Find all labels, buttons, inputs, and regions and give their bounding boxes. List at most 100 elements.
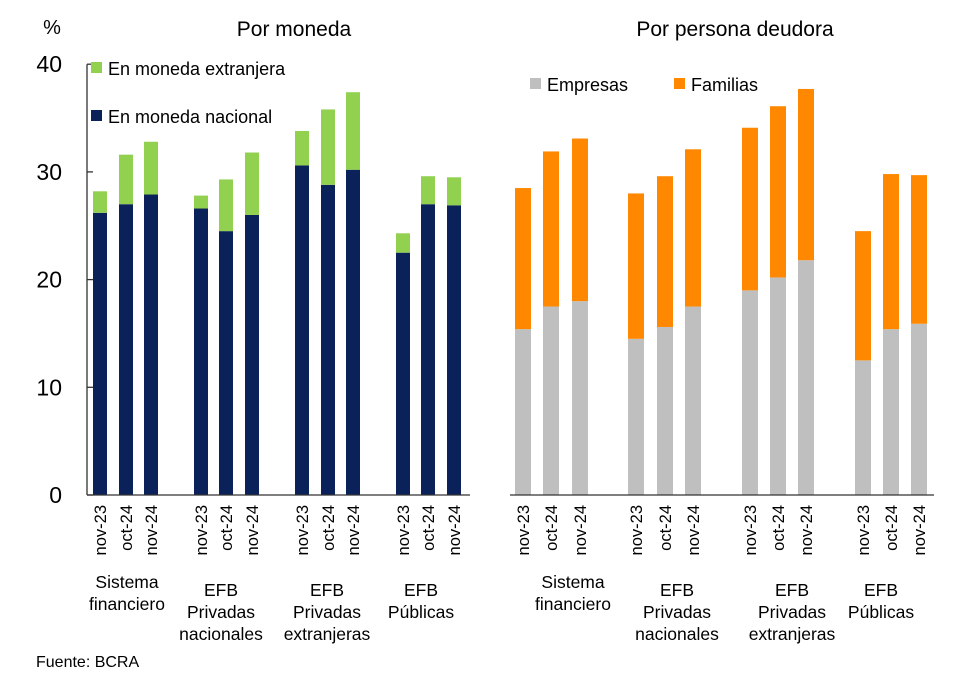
bar-en-moneda-nacional-2-oct-24 [219,231,233,495]
bar-empresas-3-nov-24 [798,260,814,495]
x-tick-label: nov-23 [294,505,312,555]
bar-familias-4-nov-23 [855,231,871,361]
bar-familias-3-oct-24 [770,106,786,278]
x-tick-label: nov-24 [244,505,262,555]
x-tick-label: nov-23 [742,505,760,555]
x-tick-label: oct-24 [118,505,136,551]
left-chart-title: Por moneda [237,18,352,41]
bar-empresas-4-nov-23 [855,360,871,495]
group-label: EFB [660,580,694,600]
bar-familias-3-nov-23 [742,127,758,291]
group-label: Privadas [643,602,711,622]
group-label: Públicas [388,602,454,622]
bar-empresas-4-oct-24 [883,329,899,495]
bar-familias-2-nov-23 [628,193,644,339]
group-label: Públicas [848,602,914,622]
x-tick-label: oct-24 [770,505,788,551]
x-tick-label: oct-24 [543,505,561,551]
bar-familias-2-oct-24 [657,176,673,327]
bar-en-moneda-extranjera-2-nov-24 [245,152,259,215]
y-unit-label: % [43,17,61,39]
x-tick-label: oct-24 [657,505,675,551]
group-label: nacionales [179,624,263,644]
group-label: Sistema [95,572,158,592]
legend-swatch-households [674,78,685,89]
bar-en-moneda-nacional-4-nov-24 [447,205,461,496]
bar-empresas-2-nov-23 [628,338,644,495]
bar-familias-4-oct-24 [883,174,899,330]
group-label: financiero [89,594,165,614]
group-label: extranjeras [284,624,371,644]
x-tick-label: nov-23 [193,505,211,555]
bar-empresas-1-nov-23 [515,329,531,495]
legend-label-households: Familias [691,75,758,95]
bar-en-moneda-nacional-4-nov-23 [396,252,410,495]
bar-en-moneda-nacional-1-nov-23 [93,212,107,496]
bar-en-moneda-extranjera-4-nov-23 [396,233,410,253]
x-tick-label: nov-23 [92,505,110,555]
legend-swatch-companies [530,78,541,89]
group-label: Sistema [541,572,604,592]
group-label: Privadas [293,602,361,622]
bar-en-moneda-extranjera-1-nov-23 [93,191,107,213]
bar-empresas-2-nov-24 [685,306,701,495]
x-tick-label: oct-24 [218,505,236,551]
bar-empresas-3-nov-23 [742,290,758,495]
bar-en-moneda-nacional-2-nov-24 [245,214,259,496]
group-label: Privadas [758,602,826,622]
x-tick-label: nov-24 [446,505,464,555]
bar-empresas-4-nov-24 [911,323,927,495]
y-tick-label: 10 [36,374,62,400]
x-tick-label: oct-24 [883,505,901,551]
x-tick-label: nov-24 [572,505,590,555]
right-legend: Empresas Familias [530,75,758,95]
x-tick-label: oct-24 [320,505,338,551]
bar-en-moneda-extranjera-4-nov-24 [447,177,461,206]
x-tick-label: nov-24 [345,505,363,555]
bar-en-moneda-extranjera-2-nov-23 [194,195,208,209]
x-tick-label: nov-23 [855,505,873,555]
left-legend: En moneda extranjera En moneda nacional [91,59,286,127]
bar-en-moneda-nacional-3-nov-24 [346,169,360,495]
y-tick-label: 40 [36,51,62,77]
y-tick-label: 0 [49,482,62,508]
bar-familias-2-nov-24 [685,149,701,307]
x-tick-label: nov-23 [628,505,646,555]
bar-familias-1-nov-24 [572,138,588,302]
group-label: EFB [864,580,898,600]
bar-en-moneda-nacional-3-nov-23 [295,165,309,496]
bar-familias-3-nov-24 [798,88,814,261]
bar-empresas-2-oct-24 [657,326,673,495]
group-label: financiero [535,594,611,614]
bar-en-moneda-extranjera-1-oct-24 [119,154,133,205]
x-tick-label: nov-23 [515,505,533,555]
y-tick-label: 20 [36,267,62,293]
x-tick-label: nov-23 [395,505,413,555]
bar-en-moneda-nacional-1-oct-24 [119,204,133,495]
group-label: EFB [310,580,344,600]
x-tick-label: nov-24 [685,505,703,555]
legend-swatch-foreign-currency [91,62,102,73]
bar-en-moneda-extranjera-3-nov-23 [295,130,309,166]
group-label: EFB [204,580,238,600]
group-label: nacionales [635,624,719,644]
group-label: EFB [775,580,809,600]
bar-en-moneda-extranjera-2-oct-24 [219,179,233,232]
group-label: EFB [404,580,438,600]
bar-familias-1-oct-24 [543,151,559,307]
bar-familias-1-nov-23 [515,188,531,330]
legend-label-companies: Empresas [547,75,628,95]
x-tick-label: nov-24 [798,505,816,555]
bar-en-moneda-nacional-2-nov-23 [194,208,208,495]
x-tick-label: nov-24 [911,505,929,555]
bar-en-moneda-nacional-4-oct-24 [421,204,435,495]
legend-label-foreign-currency: En moneda extranjera [108,59,286,79]
y-tick-label: 30 [36,159,62,185]
bar-en-moneda-nacional-3-oct-24 [321,184,335,495]
bar-empresas-1-oct-24 [543,306,559,495]
x-tick-label: oct-24 [420,505,438,551]
bar-en-moneda-extranjera-3-nov-24 [346,92,360,170]
legend-swatch-domestic-currency [91,110,102,121]
